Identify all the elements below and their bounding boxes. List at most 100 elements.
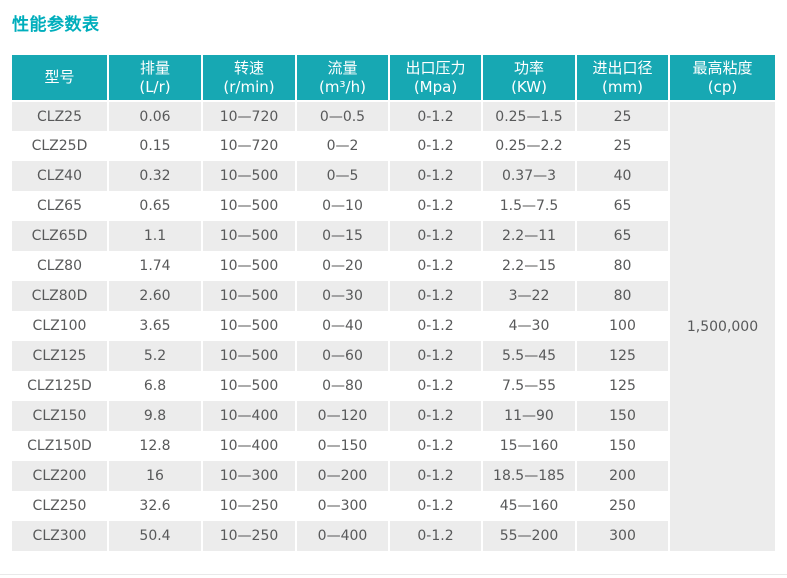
table-row: CLZ65 0.65 10—500 0—10 0-1.2 1.5—7.5 65 (12, 191, 775, 221)
column-header-label: 型号 (44, 68, 75, 86)
table-cell: CLZ150D (12, 431, 108, 461)
table-cell: 4—30 (481, 311, 576, 341)
table-row: CLZ65D 1.1 10—500 0—15 0-1.2 2.2—11 65 (12, 221, 775, 251)
table-cell: 0-1.2 (388, 521, 482, 551)
table-cell: 0—15 (295, 221, 389, 251)
table-cell: 1.74 (107, 251, 202, 281)
table-cell: 0—120 (295, 401, 389, 431)
column-header-flow: 流量 (m³/h) (295, 55, 389, 102)
column-header-label: 转速 (233, 58, 264, 77)
table-cell: 0-1.2 (388, 101, 482, 131)
table-cell: 11—90 (481, 401, 576, 431)
column-header-unit: (m³/h) (319, 77, 366, 96)
table-cell: 10—300 (201, 461, 296, 491)
table-cell: CLZ65 (12, 191, 108, 221)
column-header-unit: (r/min) (223, 77, 275, 96)
column-header-power: 功率 (KW) (481, 55, 576, 102)
table-cell: 125 (575, 371, 669, 401)
table-row: CLZ150 9.8 10—400 0—120 0-1.2 11—90 150 (12, 401, 775, 431)
table-cell: 25 (575, 131, 669, 161)
table-cell: 55—200 (481, 521, 576, 551)
column-header-unit: (KW) (511, 77, 547, 96)
table-cell: 1.1 (107, 221, 202, 251)
table-cell: 0—20 (295, 251, 389, 281)
table-row: CLZ80 1.74 10—500 0—20 0-1.2 2.2—15 80 (12, 251, 775, 281)
table-cell: 0—5 (295, 161, 389, 191)
table-cell: 0-1.2 (388, 341, 482, 371)
table-cell: 10—500 (201, 371, 296, 401)
table-cell: 65 (575, 191, 669, 221)
table-cell: CLZ80 (12, 251, 108, 281)
table-cell: 0-1.2 (388, 251, 482, 281)
table-cell: 7.5—55 (481, 371, 576, 401)
table-body: CLZ25 0.06 10—720 0—0.5 0-1.2 0.25—1.5 25 1,500… (12, 101, 775, 551)
table-cell: CLZ200 (12, 461, 108, 491)
table-cell: 0.25—1.5 (481, 101, 576, 131)
table-cell: 12.8 (107, 431, 202, 461)
column-header-label: 排量 (139, 58, 170, 77)
table-cell: 5.5—45 (481, 341, 576, 371)
column-header-label: 进出口径 (592, 58, 653, 77)
column-header-port-diameter: 进出口径 (mm) (575, 55, 669, 102)
table-row: CLZ300 50.4 10—250 0—400 0-1.2 55—200 300 (12, 521, 775, 551)
table-cell: 2.2—11 (481, 221, 576, 251)
column-header-unit: (Mpa) (413, 77, 458, 96)
column-header-unit: (L/r) (139, 77, 171, 96)
column-header-displacement: 排量 (L/r) (107, 55, 202, 102)
table-cell: 80 (575, 251, 669, 281)
table-cell: 0—400 (295, 521, 389, 551)
table-cell: 5.2 (107, 341, 202, 371)
table-cell: CLZ65D (12, 221, 108, 251)
table-cell: CLZ125 (12, 341, 108, 371)
table-cell: 300 (575, 521, 669, 551)
column-header-speed: 转速 (r/min) (201, 55, 296, 102)
table-cell: 0—200 (295, 461, 389, 491)
table-cell: CLZ150 (12, 401, 108, 431)
table-cell: 3.65 (107, 311, 202, 341)
table-cell: 10—250 (201, 491, 296, 521)
table-cell: 50.4 (107, 521, 202, 551)
table-cell: 0-1.2 (388, 221, 482, 251)
performance-parameter-table: 型号 排量 (L/r) 转速 (r/min) 流量 (m³/h) 出口压力 (M… (12, 55, 775, 551)
table-row: CLZ150D 12.8 10—400 0—150 0-1.2 15—160 150 (12, 431, 775, 461)
table-cell: 65 (575, 221, 669, 251)
table-cell: 0.15 (107, 131, 202, 161)
table-cell: 10—500 (201, 221, 296, 251)
table-cell: 0—10 (295, 191, 389, 221)
table-cell: 6.8 (107, 371, 202, 401)
max-viscosity-merged-cell: 1,500,000 (668, 101, 775, 551)
table-cell: 3—22 (481, 281, 576, 311)
table-cell: 10—250 (201, 521, 296, 551)
table-cell: 16 (107, 461, 202, 491)
column-header-label: 功率 (513, 58, 544, 77)
table-cell: 10—500 (201, 311, 296, 341)
table-row: CLZ25D 0.15 10—720 0—2 0-1.2 0.25—2.2 25 (12, 131, 775, 161)
table-cell: 0—30 (295, 281, 389, 311)
table-cell: 0—0.5 (295, 101, 389, 131)
table-cell: 2.2—15 (481, 251, 576, 281)
table-cell: 10—500 (201, 161, 296, 191)
table-row: CLZ125 5.2 10—500 0—60 0-1.2 5.5—45 125 (12, 341, 775, 371)
table-cell: 0-1.2 (388, 191, 482, 221)
table-cell: 32.6 (107, 491, 202, 521)
column-header-model: 型号 (12, 55, 108, 102)
table-cell: 0—40 (295, 311, 389, 341)
table-cell: 0.32 (107, 161, 202, 191)
table-cell: 10—720 (201, 101, 296, 131)
table-cell: CLZ300 (12, 521, 108, 551)
table-cell: 0-1.2 (388, 161, 482, 191)
table-cell: CLZ25 (12, 101, 108, 131)
page-title: 性能参数表 (12, 15, 100, 35)
column-header-label: 出口压力 (405, 58, 466, 77)
column-header-unit: (mm) (602, 77, 643, 96)
table-cell: CLZ250 (12, 491, 108, 521)
table-cell: 10—500 (201, 191, 296, 221)
table-cell: CLZ125D (12, 371, 108, 401)
column-header-outlet-pressure: 出口压力 (Mpa) (388, 55, 482, 102)
table-header-row: 型号 排量 (L/r) 转速 (r/min) 流量 (m³/h) 出口压力 (M… (12, 55, 775, 102)
table-row: CLZ25 0.06 10—720 0—0.5 0-1.2 0.25—1.5 25 1,500… (12, 101, 775, 551)
table-cell: 200 (575, 461, 669, 491)
table-row: CLZ40 0.32 10—500 0—5 0-1.2 0.37—3 40 (12, 161, 775, 191)
table-cell: 150 (575, 401, 669, 431)
